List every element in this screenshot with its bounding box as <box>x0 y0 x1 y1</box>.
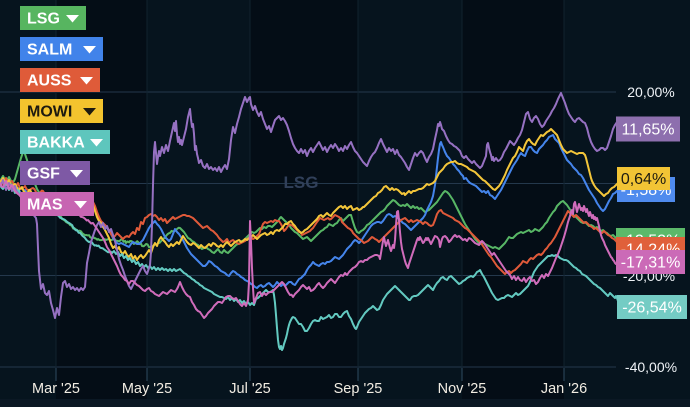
svg-text:MOWI: MOWI <box>27 104 72 121</box>
svg-text:May '25: May '25 <box>122 381 172 397</box>
svg-text:AUSS: AUSS <box>27 73 72 90</box>
svg-text:-17,31%: -17,31% <box>621 255 681 272</box>
svg-text:MAS: MAS <box>27 197 63 214</box>
svg-text:Mar '25: Mar '25 <box>32 381 80 397</box>
svg-text:0,64%: 0,64% <box>621 171 666 188</box>
svg-text:20,00%: 20,00% <box>627 84 674 100</box>
svg-text:BAKKA: BAKKA <box>27 135 85 152</box>
svg-text:-26,54%: -26,54% <box>622 300 682 317</box>
svg-text:Sep '25: Sep '25 <box>334 381 383 397</box>
svg-text:LSG: LSG <box>284 173 319 192</box>
svg-text:11,65%: 11,65% <box>621 122 674 139</box>
svg-text:SALM: SALM <box>27 42 72 59</box>
svg-text:-40,00%: -40,00% <box>625 359 677 375</box>
svg-text:Jul '25: Jul '25 <box>229 381 270 397</box>
svg-text:Nov '25: Nov '25 <box>438 381 487 397</box>
svg-text:LSG: LSG <box>27 11 60 28</box>
svg-text:Jan '26: Jan '26 <box>541 381 587 397</box>
svg-text:GSF: GSF <box>27 166 60 183</box>
